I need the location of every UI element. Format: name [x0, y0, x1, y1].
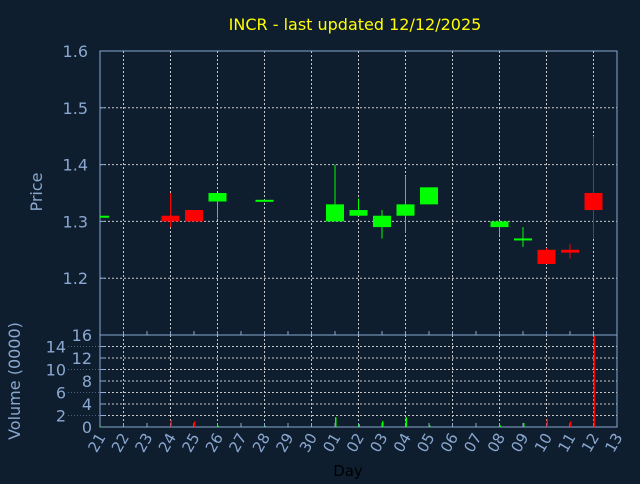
volume-bar [382, 421, 384, 427]
x-tick-label: 24 [155, 430, 180, 456]
volume-bar [546, 418, 548, 427]
volume-bar [499, 425, 501, 427]
x-tick-label: 09 [507, 430, 532, 456]
volume-bar [100, 426, 102, 427]
x-tick-label: 06 [437, 430, 462, 456]
volume-tick-label: 8 [82, 372, 92, 391]
candle-body [561, 249, 579, 253]
candle-body [326, 204, 344, 222]
volume-bar [358, 424, 360, 427]
volume-tick-label: 2 [56, 407, 66, 426]
candle-body [161, 215, 180, 222]
x-tick-label: 13 [601, 430, 626, 456]
x-tick-label: 23 [131, 430, 156, 456]
candle-body [490, 221, 509, 228]
candle-body [514, 238, 532, 241]
candle-body [396, 204, 415, 216]
price-tick-label: 1.2 [63, 269, 88, 288]
x-tick-label: 22 [108, 430, 133, 456]
volume-bar [405, 417, 407, 427]
candle-body [584, 193, 603, 211]
x-tick-label: 27 [225, 430, 250, 456]
volume-bar [194, 421, 196, 427]
volume-bar [523, 422, 525, 427]
volume-bar [217, 425, 219, 427]
volume-axis-label: Volume (0000) [5, 322, 24, 440]
candle-body [185, 210, 203, 222]
x-tick-label: 08 [484, 430, 509, 456]
y-axis-label: Price [27, 172, 46, 211]
x-tick-label: 26 [202, 430, 227, 456]
price-tick-label: 1.4 [63, 156, 88, 175]
volume-tick-label: 4 [82, 395, 92, 414]
price-tick-label: 1.6 [63, 42, 88, 61]
x-tick-label: 28 [249, 430, 274, 456]
price-tick-label: 1.3 [63, 212, 88, 231]
volume-bar [593, 336, 595, 427]
x-tick-label: 25 [178, 430, 203, 456]
x-tick-label: 11 [554, 430, 579, 456]
x-tick-label: 01 [319, 430, 344, 456]
volume-bar [264, 425, 266, 427]
volume-bar [570, 421, 572, 427]
candle-body [255, 199, 274, 202]
x-axis-label: Day [333, 462, 363, 480]
x-tick-label: 07 [460, 430, 485, 456]
candle-body [537, 249, 556, 264]
x-tick-label: 03 [366, 430, 391, 456]
x-tick-label: 30 [296, 430, 321, 456]
volume-tick-label: 12 [72, 349, 92, 368]
volume-bar [170, 420, 172, 427]
x-tick-label: 12 [578, 430, 603, 456]
candle-body [208, 193, 227, 202]
candle-body [100, 215, 109, 218]
volume-bar [335, 417, 337, 427]
volume-tick-label: 16 [72, 326, 92, 345]
candle-body [373, 215, 391, 228]
x-tick-label: 05 [413, 430, 438, 456]
price-tick-label: 1.5 [63, 99, 88, 118]
candle-body [420, 187, 438, 205]
x-tick-label: 04 [390, 430, 415, 456]
volume-tick-label: 10 [46, 361, 66, 380]
x-tick-label: 02 [343, 430, 368, 456]
volume-tick-label: 0 [82, 418, 92, 437]
volume-bar [429, 425, 431, 427]
volume-tick-label: 14 [46, 338, 66, 357]
chart-title: INCR - last updated 12/12/2025 [229, 15, 482, 34]
candle-body [349, 210, 368, 216]
x-tick-label: 29 [272, 430, 297, 456]
volume-tick-label: 6 [56, 384, 66, 403]
x-tick-label: 10 [531, 430, 556, 456]
